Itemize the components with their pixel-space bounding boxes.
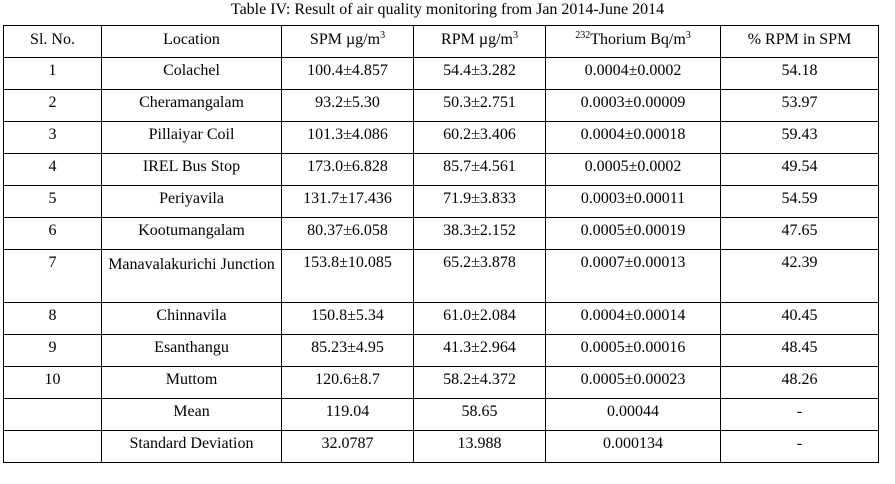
cell-rpm: 54.4±3.282 [413,57,546,90]
cell-spm: 119.04 [281,398,414,431]
header-location: Location [101,25,282,58]
cell-sl-no: 6 [3,217,102,250]
cell-sl-no: 1 [3,57,102,90]
cell-thorium: 0.0004±0.00018 [545,121,721,154]
air-quality-table: Sl. No. Location SPM µg/m3 RPM µg/m3 232… [3,25,879,463]
table-caption: Table IV: Result of air quality monitori… [230,1,665,18]
table-row: 4 IREL Bus Stop 173.0±6.828 85.7±4.561 0… [3,153,879,186]
cell-sl-no: 7 [3,249,102,303]
cell-spm: 150.8±5.34 [281,302,414,335]
cell-location: Pillaiyar Coil [101,121,282,154]
cell-rpm: 50.3±2.751 [413,89,546,122]
cell-thorium: 0.0005±0.00023 [545,366,721,399]
cell-location: Kootumangalam [101,217,282,250]
cell-rpm: 58.2±4.372 [413,366,546,399]
cell-spm: 85.23±4.95 [281,334,414,367]
cell-thorium: 0.0007±0.00013 [545,249,721,303]
cell-rpm-percent: 42.39 [720,249,879,303]
cell-rpm-percent: 53.97 [720,89,879,122]
header-thorium: 232Thorium Bq/m3 [545,25,721,58]
header-rpm-percent: % RPM in SPM [720,25,879,58]
cell-rpm-percent: - [720,398,879,431]
cell-rpm-percent: - [720,430,879,463]
cell-rpm: 58.65 [413,398,546,431]
cell-location: Muttom [101,366,282,399]
cell-sl-no: 3 [3,121,102,154]
cell-empty [3,398,102,431]
table-row: 7 Manavalakurichi Junction 153.8±10.085 … [3,249,879,303]
table-row: 3 Pillaiyar Coil 101.3±4.086 60.2±3.406 … [3,121,879,154]
table-row: 10 Muttom 120.6±8.7 58.2±4.372 0.0005±0.… [3,366,879,399]
cell-rpm: 71.9±3.833 [413,185,546,218]
cell-summary-label: Mean [101,398,282,431]
cell-sl-no: 8 [3,302,102,335]
cell-rpm: 13.988 [413,430,546,463]
table-row: 1 Colachel 100.4±4.857 54.4±3.282 0.0004… [3,57,879,90]
cell-spm: 173.0±6.828 [281,153,414,186]
cell-thorium: 0.0003±0.00011 [545,185,721,218]
cell-spm: 153.8±10.085 [281,249,414,303]
cell-thorium: 0.00044 [545,398,721,431]
cell-rpm-percent: 59.43 [720,121,879,154]
table-row: 6 Kootumangalam 80.37±6.058 38.3±2.152 0… [3,217,879,250]
table-row: 8 Chinnavila 150.8±5.34 61.0±2.084 0.000… [3,302,879,335]
cell-thorium: 0.0005±0.0002 [545,153,721,186]
cell-rpm-percent: 47.65 [720,217,879,250]
summary-row-std-dev: Standard Deviation 32.0787 13.988 0.0001… [3,430,879,463]
cell-spm: 80.37±6.058 [281,217,414,250]
cell-spm: 93.2±5.30 [281,89,414,122]
header-row: Sl. No. Location SPM µg/m3 RPM µg/m3 232… [3,25,879,58]
cell-rpm: 60.2±3.406 [413,121,546,154]
cell-rpm-percent: 48.45 [720,334,879,367]
cell-sl-no: 2 [3,89,102,122]
cell-rpm: 38.3±2.152 [413,217,546,250]
cell-spm: 32.0787 [281,430,414,463]
cell-location: Esanthangu [101,334,282,367]
header-spm: SPM µg/m3 [281,25,414,58]
cell-rpm: 61.0±2.084 [413,302,546,335]
table-row: 5 Periyavila 131.7±17.436 71.9±3.833 0.0… [3,185,879,218]
cell-thorium: 0.0004±0.0002 [545,57,721,90]
cell-spm: 100.4±4.857 [281,57,414,90]
cell-empty [3,430,102,463]
cell-rpm-percent: 54.18 [720,57,879,90]
cell-location: Chinnavila [101,302,282,335]
cell-rpm-percent: 40.45 [720,302,879,335]
cell-rpm: 85.7±4.561 [413,153,546,186]
cell-rpm: 65.2±3.878 [413,249,546,303]
cell-location: Periyavila [101,185,282,218]
cell-thorium: 0.0004±0.00014 [545,302,721,335]
cell-summary-label: Standard Deviation [101,430,282,463]
cell-rpm-percent: 49.54 [720,153,879,186]
summary-row-mean: Mean 119.04 58.65 0.00044 - [3,398,879,431]
cell-sl-no: 9 [3,334,102,367]
cell-sl-no: 4 [3,153,102,186]
table-row: 9 Esanthangu 85.23±4.95 41.3±2.964 0.000… [3,334,879,367]
cell-spm: 101.3±4.086 [281,121,414,154]
cell-sl-no: 5 [3,185,102,218]
cell-spm: 131.7±17.436 [281,185,414,218]
cell-location: Colachel [101,57,282,90]
cell-spm: 120.6±8.7 [281,366,414,399]
cell-thorium: 0.0003±0.00009 [545,89,721,122]
cell-thorium: 0.0005±0.00016 [545,334,721,367]
header-rpm: RPM µg/m3 [413,25,546,58]
header-sl-no: Sl. No. [3,25,102,58]
cell-rpm-percent: 54.59 [720,185,879,218]
table-row: 2 Cheramangalam 93.2±5.30 50.3±2.751 0.0… [3,89,879,122]
cell-thorium: 0.0005±0.00019 [545,217,721,250]
cell-location: Cheramangalam [101,89,282,122]
cell-location: IREL Bus Stop [101,153,282,186]
cell-rpm-percent: 48.26 [720,366,879,399]
cell-sl-no: 10 [3,366,102,399]
cell-rpm: 41.3±2.964 [413,334,546,367]
cell-location: Manavalakurichi Junction [101,249,282,303]
cell-thorium: 0.000134 [545,430,721,463]
